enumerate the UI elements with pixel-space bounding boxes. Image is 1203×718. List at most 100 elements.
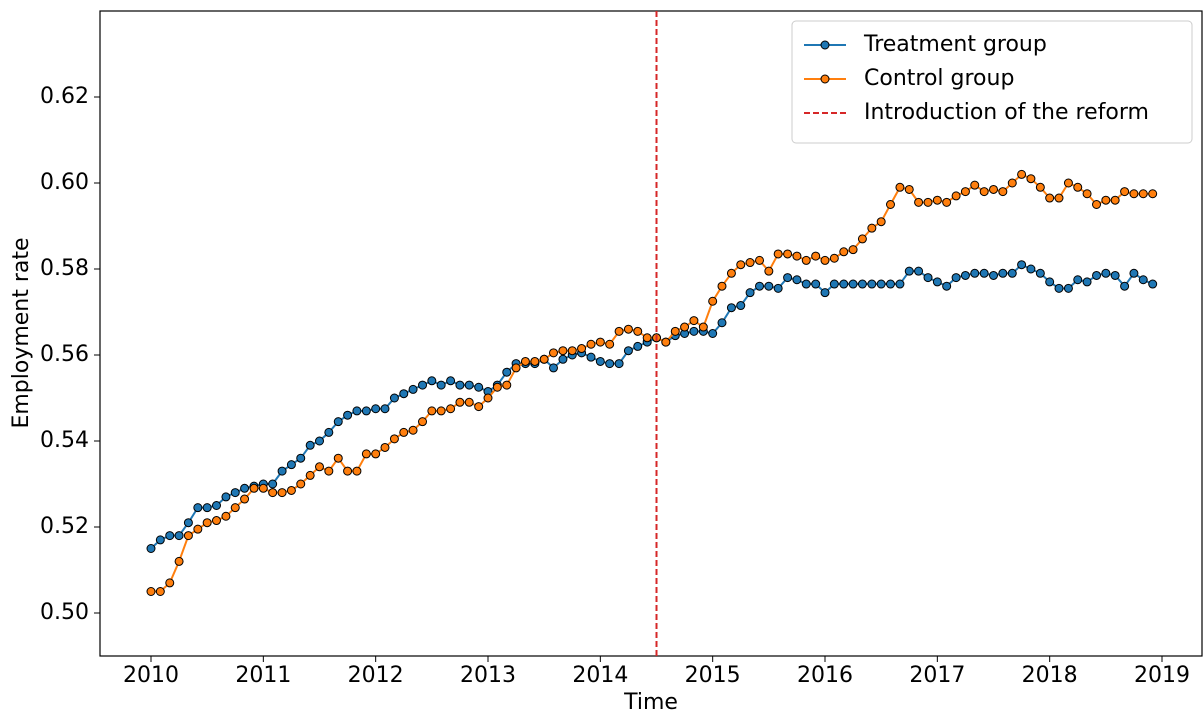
point: [1129, 268, 1139, 278]
point: [1054, 283, 1064, 293]
point: [820, 255, 830, 265]
point: [932, 195, 942, 205]
point: [371, 449, 381, 459]
point: [661, 337, 671, 347]
y-axis-label: Employment rate: [9, 237, 34, 428]
point: [315, 462, 325, 472]
point: [1148, 189, 1158, 199]
point: [343, 410, 353, 420]
point: [249, 483, 259, 493]
x-tick-label: 2015: [685, 663, 741, 688]
legend-label: Treatment group: [863, 32, 1047, 57]
point: [895, 182, 905, 192]
point: [296, 453, 306, 463]
point: [408, 425, 418, 435]
point: [333, 417, 343, 427]
x-tick-label: 2011: [235, 663, 291, 688]
point: [717, 318, 727, 328]
point: [1045, 193, 1055, 203]
point: [436, 406, 446, 416]
y-tick-label: 0.60: [40, 170, 89, 195]
point: [736, 301, 746, 311]
point: [455, 397, 465, 407]
x-tick-label: 2012: [348, 663, 404, 688]
point: [848, 245, 858, 255]
point: [755, 255, 765, 265]
point: [848, 279, 858, 289]
point: [193, 503, 203, 513]
point: [932, 277, 942, 287]
point: [389, 434, 399, 444]
point: [811, 279, 821, 289]
point: [998, 268, 1008, 278]
point: [623, 324, 633, 334]
point: [558, 354, 568, 364]
point: [240, 483, 250, 493]
point: [155, 535, 165, 545]
point: [155, 587, 165, 596]
point: [464, 380, 474, 390]
point: [755, 281, 765, 291]
point: [1101, 195, 1111, 205]
point: [1017, 169, 1027, 179]
point: [1007, 268, 1017, 278]
point: [998, 187, 1008, 197]
point: [745, 288, 755, 298]
point: [689, 316, 699, 326]
x-tick-label: 2013: [460, 663, 516, 688]
point: [296, 479, 306, 489]
point: [867, 223, 877, 233]
point: [1054, 193, 1064, 203]
point: [839, 279, 849, 289]
series-line: [150, 263, 1154, 550]
point: [1063, 178, 1073, 188]
point: [885, 200, 895, 209]
point: [520, 356, 530, 366]
point: [1073, 275, 1083, 285]
point: [726, 303, 736, 313]
point: [1092, 200, 1102, 209]
point: [371, 404, 381, 414]
point: [801, 279, 811, 289]
legend-label: Introduction of the reform: [864, 100, 1149, 125]
point: [914, 266, 924, 276]
point: [885, 279, 895, 289]
point: [277, 466, 287, 476]
point: [492, 382, 502, 392]
point: [174, 531, 184, 541]
point: [792, 251, 802, 261]
point: [857, 279, 867, 289]
point: [736, 260, 746, 270]
x-tick-label: 2010: [123, 663, 179, 688]
point: [605, 339, 615, 349]
point: [923, 273, 933, 283]
point: [221, 492, 231, 502]
point: [614, 359, 624, 369]
point: [633, 326, 643, 336]
point: [1082, 277, 1092, 287]
point: [324, 466, 334, 476]
point: [605, 359, 615, 369]
point: [511, 363, 521, 373]
x-tick-label: 2014: [572, 663, 628, 688]
point: [642, 333, 652, 343]
x-tick-label: 2018: [1022, 663, 1078, 688]
point: [333, 453, 343, 463]
point: [764, 266, 774, 276]
y-tick-label: 0.52: [40, 514, 89, 539]
point: [1045, 277, 1055, 287]
point: [183, 531, 193, 541]
point: [1138, 189, 1148, 199]
point: [586, 339, 596, 349]
point: [455, 380, 465, 390]
point: [801, 255, 811, 265]
point: [277, 488, 287, 498]
point: [548, 348, 558, 358]
point: [286, 485, 296, 495]
point: [1026, 264, 1036, 274]
point: [1101, 268, 1111, 278]
point: [1129, 189, 1139, 199]
point: [502, 367, 512, 377]
point: [530, 356, 540, 366]
point: [942, 197, 952, 207]
